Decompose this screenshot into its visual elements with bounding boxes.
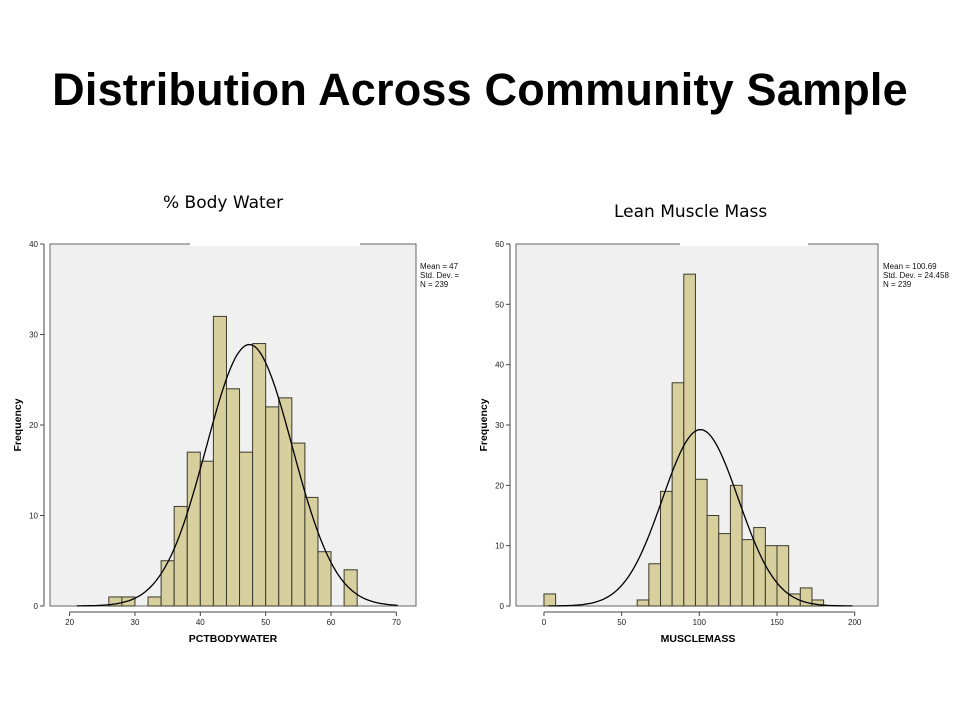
histogram-bar bbox=[776, 545, 790, 607]
stats-text: Std. Dev. = bbox=[420, 271, 460, 280]
y-tick-label: 30 bbox=[29, 331, 38, 340]
x-tick-label: 60 bbox=[327, 618, 336, 627]
y-axis-label: Frequency bbox=[478, 398, 490, 451]
histogram-bar bbox=[225, 388, 241, 607]
x-tick-label: 0 bbox=[542, 618, 547, 627]
histogram-bar bbox=[543, 593, 557, 607]
histogram-bar bbox=[252, 343, 267, 607]
histogram-bar bbox=[799, 587, 813, 607]
x-axis-label: MUSCLEMASS bbox=[661, 633, 736, 645]
stats-text: N = 239 bbox=[420, 280, 449, 289]
y-tick-label: 0 bbox=[500, 602, 505, 611]
histogram-bar bbox=[694, 478, 708, 607]
y-tick-label: 60 bbox=[495, 240, 504, 249]
histogram-bar bbox=[741, 539, 755, 607]
y-tick-label: 20 bbox=[29, 421, 38, 430]
normal-curve bbox=[548, 428, 853, 607]
y-tick-label: 10 bbox=[495, 542, 504, 551]
x-tick-label: 200 bbox=[848, 618, 862, 627]
histogram-body-water: 0 10 20 30 40 20 30 40 50 60 70 PCTBODYWATER Frequen… bbox=[12, 240, 460, 645]
histogram-bar bbox=[753, 527, 766, 607]
histogram-bar bbox=[659, 490, 673, 607]
y-tick-label: 20 bbox=[495, 481, 504, 490]
x-axis-label: PCTBODYWATER bbox=[189, 633, 278, 645]
y-tick-label: 40 bbox=[29, 240, 38, 249]
y-tick-label: 10 bbox=[29, 512, 38, 521]
histogram-bar bbox=[147, 596, 162, 607]
y-tick-label: 50 bbox=[495, 300, 504, 309]
frame-gap bbox=[680, 242, 808, 246]
chart-title-muscle-mass: Lean Muscle Mass bbox=[614, 202, 768, 222]
stats-text: Std. Dev. = 24.458 bbox=[883, 271, 949, 280]
x-tick-label: 40 bbox=[196, 618, 205, 627]
chart-title-body-water: % Body Water bbox=[163, 193, 284, 213]
x-tick-label: 100 bbox=[693, 618, 707, 627]
histogram-bar bbox=[683, 273, 696, 607]
frame-gap bbox=[190, 242, 360, 246]
x-tick-label: 70 bbox=[392, 618, 401, 627]
stats-text: Mean = 100.69 bbox=[883, 262, 937, 271]
histogram-bar bbox=[343, 569, 358, 607]
y-tick-label: 40 bbox=[495, 361, 504, 370]
x-tick-label: 20 bbox=[65, 618, 74, 627]
histogram-bar bbox=[636, 599, 650, 607]
y-axis-label: Frequency bbox=[12, 398, 24, 451]
histogram-bar bbox=[671, 382, 685, 607]
y-tick-label: 0 bbox=[34, 602, 39, 611]
normal-curve bbox=[76, 343, 398, 607]
histogram-bar bbox=[648, 563, 661, 607]
histogram-muscle-mass: 0 10 20 30 40 50 60 0 50 100 150 200 MUSCLEMASS Frequ… bbox=[478, 240, 949, 645]
histogram-bar bbox=[278, 397, 293, 607]
x-tick-label: 150 bbox=[770, 618, 784, 627]
x-tick-label: 50 bbox=[617, 618, 626, 627]
histogram-bar bbox=[239, 451, 254, 607]
histogram-bar bbox=[173, 505, 188, 607]
histogram-bar bbox=[160, 560, 175, 607]
histogram-bar bbox=[317, 551, 332, 607]
histogram-bar bbox=[199, 460, 214, 607]
slide-title: Distribution Across Community Sample bbox=[52, 64, 908, 115]
stats-text: Mean = 47 bbox=[420, 262, 459, 271]
histogram-bar bbox=[265, 406, 280, 607]
stats-text: N = 239 bbox=[883, 280, 912, 289]
x-tick-label: 50 bbox=[261, 618, 270, 627]
x-tick-label: 30 bbox=[131, 618, 140, 627]
histogram-bar bbox=[718, 533, 731, 607]
y-tick-label: 30 bbox=[495, 421, 504, 430]
histogram-bar bbox=[706, 515, 720, 607]
histogram-bar bbox=[212, 315, 227, 607]
